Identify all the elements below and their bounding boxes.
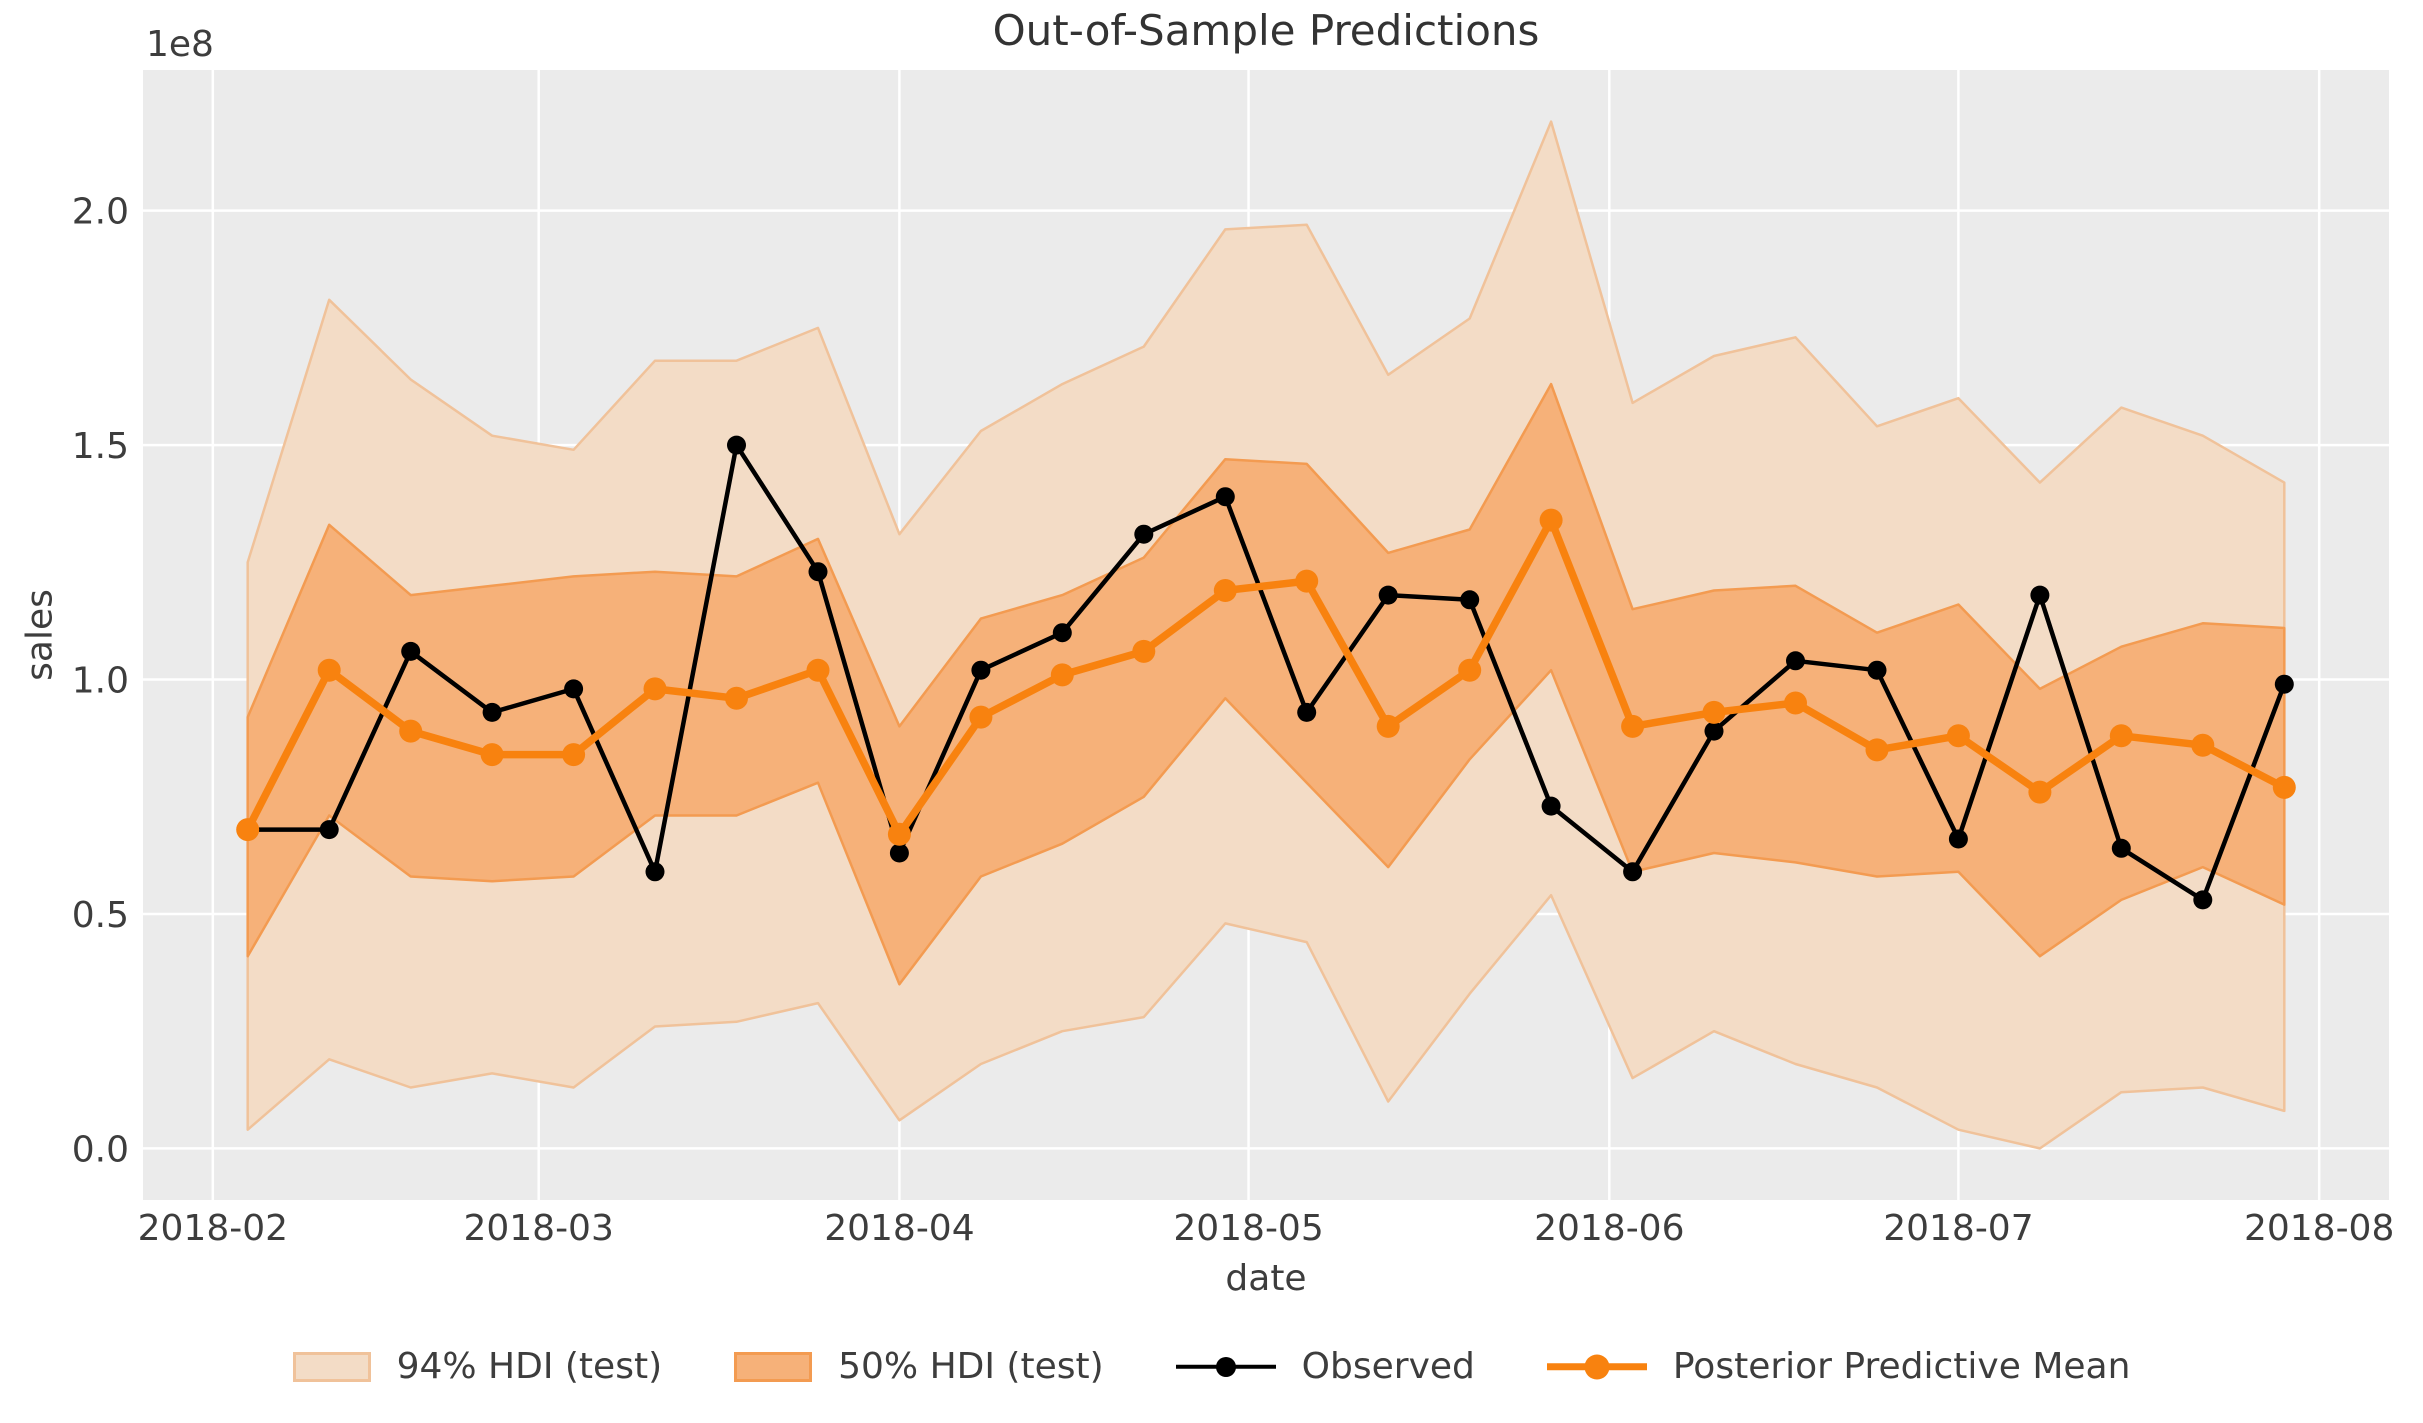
x-tick-label-2018-05: 2018-05 [1173, 1208, 1323, 1249]
x-tick-label-2018-02: 2018-02 [138, 1208, 288, 1249]
posterior-mean-point-2018-04-29 [1213, 579, 1237, 602]
x-tick-label-2018-07: 2018-07 [1883, 1208, 2033, 1249]
posterior-mean-point-2018-07-29 [2272, 775, 2296, 799]
posterior-mean-line-marker-icon [1546, 1351, 1647, 1383]
y-tick-label-0.0: 0.0 [72, 1129, 129, 1170]
y-tick-label-1.5: 1.5 [72, 426, 129, 467]
y-axis-offset-text: 1e8 [146, 24, 214, 65]
observed-point-2018-03-04 [564, 679, 584, 699]
x-tick-label-2018-08: 2018-08 [2244, 1208, 2394, 1249]
posterior-mean-point-2018-04-01 [887, 822, 911, 846]
legend-item-observed: Observed [1175, 1346, 1475, 1387]
observed-point-2018-04-22 [1134, 524, 1154, 544]
observed-point-2018-02-25 [482, 702, 502, 722]
observed-point-2018-06-10 [1704, 721, 1724, 741]
observed-point-2018-05-27 [1541, 796, 1561, 816]
observed-point-2018-04-01 [889, 843, 909, 863]
posterior-mean-point-2018-06-10 [1702, 700, 1726, 724]
hdi-50-band [246, 382, 2286, 986]
hdi50-swatch [734, 1351, 813, 1382]
observed-point-2018-03-18 [727, 435, 746, 455]
observed-point-2018-05-20 [1460, 590, 1480, 610]
observed-point-2018-04-15 [1052, 623, 1072, 643]
posterior-mean-point-2018-07-01 [1946, 724, 1970, 748]
posterior-mean-point-2018-05-13 [1376, 714, 1400, 738]
posterior-mean-point-2018-07-15 [2109, 724, 2133, 748]
observed-point-2018-07-08 [2030, 585, 2050, 605]
posterior-mean-point-2018-03-18 [725, 686, 748, 710]
posterior-mean-point-2018-05-27 [1539, 508, 1563, 532]
x-tick-label-2018-04: 2018-04 [824, 1208, 974, 1249]
legend-label-observed: Observed [1301, 1346, 1475, 1387]
legend-label-hdi94: 94% HDI (test) [396, 1346, 663, 1387]
posterior-mean-point-2018-07-08 [2028, 780, 2052, 804]
legend-item-hdi94: 94% HDI (test) [292, 1346, 663, 1387]
observed-point-2018-02-18 [401, 641, 421, 661]
observed-line-marker-icon [1175, 1351, 1276, 1383]
observed-point-2018-06-03 [1623, 862, 1643, 882]
legend: 94% HDI (test) 50% HDI (test) Observed P… [0, 1346, 2423, 1387]
posterior-mean-point-2018-03-04 [562, 743, 586, 767]
observed-point-2018-05-13 [1378, 585, 1398, 605]
posterior-mean-point-2018-05-20 [1458, 658, 1482, 682]
posterior-mean-point-2018-04-15 [1050, 663, 1074, 687]
posterior-mean-point-2018-02-18 [399, 719, 423, 743]
observed-point-2018-03-25 [808, 562, 828, 582]
posterior-mean-legend-dot [1584, 1354, 1610, 1379]
observed-point-2018-03-11 [645, 862, 665, 882]
observed-point-2018-07-15 [2111, 838, 2131, 858]
legend-label-hdi50: 50% HDI (test) [838, 1346, 1104, 1387]
posterior-mean-point-2018-02-11 [317, 658, 341, 682]
y-axis-label: sales [19, 589, 61, 681]
observed-legend-dot [1215, 1356, 1236, 1377]
posterior-mean-point-2018-02-04 [236, 818, 260, 842]
observed-point-2018-07-01 [1948, 829, 1968, 849]
x-tick-label-2018-03: 2018-03 [463, 1208, 613, 1249]
observed-point-2018-06-17 [1786, 651, 1805, 671]
posterior-mean-point-2018-04-08 [969, 705, 993, 729]
posterior-mean-point-2018-06-03 [1621, 714, 1645, 738]
observed-point-2018-06-24 [1867, 660, 1887, 680]
observed-line [245, 442, 2287, 903]
posterior-mean-point-2018-04-22 [1132, 639, 1156, 663]
posterior-mean-point-2018-07-22 [2191, 733, 2215, 757]
x-axis-label: date [1225, 1258, 1307, 1299]
y-tick-label-1.0: 1.0 [72, 661, 129, 702]
posterior-mean-point-2018-02-25 [480, 743, 504, 767]
observed-point-2018-07-22 [2193, 890, 2213, 910]
posterior-mean-point-2018-06-24 [1865, 738, 1889, 762]
y-tick-label-0.5: 0.5 [72, 895, 129, 936]
chart-title: Out-of-Sample Predictions [992, 6, 1540, 55]
posterior-mean-line [243, 516, 2289, 839]
observed-point-2018-07-29 [2274, 674, 2294, 694]
posterior-mean-point-2018-03-11 [643, 677, 667, 701]
legend-label-posterior-mean: Posterior Predictive Mean [1672, 1346, 2131, 1387]
hdi94-swatch [292, 1351, 371, 1382]
observed-point-2018-02-11 [319, 820, 339, 840]
observed-point-2018-04-29 [1215, 487, 1235, 507]
posterior-mean-point-2018-03-25 [806, 658, 830, 682]
legend-item-posterior-mean: Posterior Predictive Mean [1546, 1346, 2131, 1387]
observed-point-2018-04-08 [971, 660, 991, 680]
legend-item-hdi50: 50% HDI (test) [734, 1346, 1104, 1387]
posterior-mean-point-2018-06-17 [1784, 691, 1807, 715]
posterior-mean-point-2018-05-06 [1295, 569, 1319, 593]
x-tick-label-2018-06: 2018-06 [1534, 1208, 1684, 1249]
observed-point-2018-05-06 [1297, 702, 1317, 722]
y-tick-label-2.0: 2.0 [72, 192, 129, 233]
